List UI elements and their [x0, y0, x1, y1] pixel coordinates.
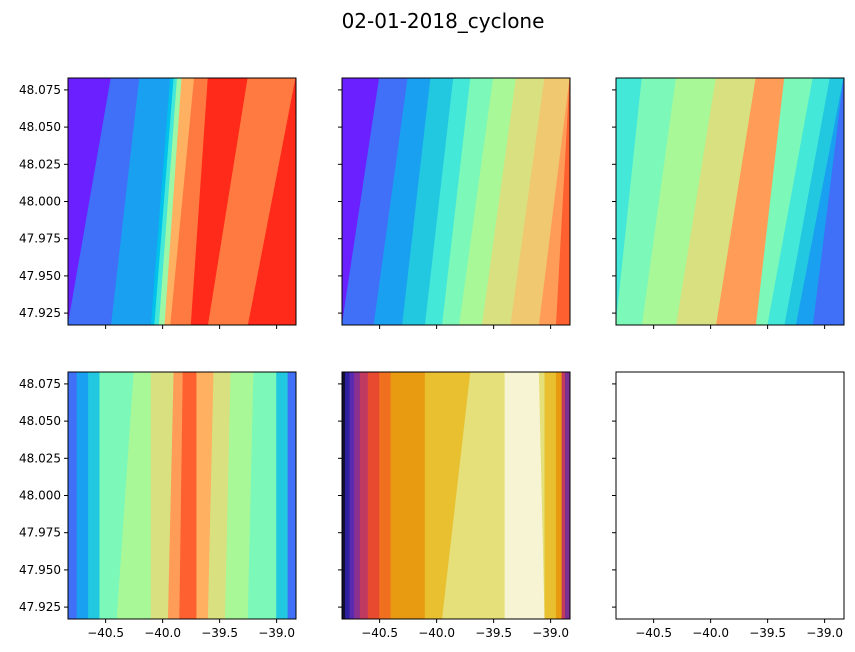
contour-band — [402, 78, 455, 325]
y-tick-label: 48.025 — [19, 157, 61, 171]
contour-band — [150, 372, 175, 619]
contour-band — [342, 78, 409, 325]
contour-band — [565, 372, 570, 619]
x-tick-label: −40.5 — [87, 626, 124, 640]
y-tick-label: 47.925 — [19, 600, 61, 614]
x-tick-label: −39.5 — [201, 626, 238, 640]
contour-band — [424, 372, 472, 619]
x-tick-label: −39.5 — [475, 626, 512, 640]
contour-band — [555, 78, 570, 325]
contour-band — [68, 78, 141, 325]
contour-band — [755, 78, 814, 325]
contour-band — [373, 78, 432, 325]
contour-fill — [342, 372, 570, 619]
contour-band — [76, 372, 89, 619]
y-tick-label: 48.075 — [19, 83, 61, 97]
contour-band — [379, 372, 392, 619]
x-tick-label: −40.0 — [418, 626, 455, 640]
y-tick-label: 47.975 — [19, 526, 61, 540]
contour-band — [68, 372, 78, 619]
y-tick-label: 48.000 — [19, 489, 61, 503]
contour-band — [481, 78, 546, 325]
y-tick-label: 48.000 — [19, 195, 61, 209]
x-tick-label: −40.5 — [635, 626, 672, 640]
y-tick-label: 48.025 — [19, 451, 61, 465]
contour-fill — [68, 372, 296, 619]
x-tick-label: −39.5 — [749, 626, 786, 640]
y-tick-label: 48.050 — [19, 120, 61, 134]
chart-title: 02-01-2018_cyclone — [342, 9, 545, 33]
subplot-r2c1: −40.5 −40.0 −39.5 −39.0 47.925 47.950 47.975 48… — [19, 371, 297, 640]
contour-band — [641, 78, 717, 325]
contour-band — [154, 78, 178, 325]
contour-band — [424, 78, 472, 325]
y-tick-label: 47.950 — [19, 269, 61, 283]
y-tick-label: 47.925 — [19, 306, 61, 320]
contour-band — [349, 372, 355, 619]
subplot-grid: 47.925 47.950 47.975 48.000 48.025 48.050 48.0… — [19, 77, 845, 640]
contour-band — [207, 372, 232, 619]
plot-area — [616, 372, 844, 619]
subplot-r2c2: −40.5 −40.0 −39.5 −39.0 — [338, 371, 571, 640]
contour-band — [716, 78, 786, 325]
contour-band — [442, 372, 506, 619]
contour-band — [354, 372, 361, 619]
contour-band — [247, 372, 278, 619]
x-tick-label: −40.5 — [361, 626, 398, 640]
contour-band — [170, 78, 209, 325]
contour-band — [510, 78, 570, 325]
x-tick-label: −39.0 — [532, 626, 569, 640]
contour-band — [459, 78, 517, 325]
y-tick-label: 48.050 — [19, 414, 61, 428]
contour-band — [207, 78, 296, 325]
y-tick-label: 47.950 — [19, 563, 61, 577]
contour-band — [345, 372, 351, 619]
x-tick-label: −40.0 — [144, 626, 181, 640]
contour-band — [167, 372, 184, 619]
x-tick-label: −39.0 — [806, 626, 843, 640]
y-tick-label: 48.075 — [19, 377, 61, 391]
x-tick-label: −39.0 — [258, 626, 295, 640]
subplot-r1c3 — [612, 77, 845, 329]
y-tick-label: 47.975 — [19, 232, 61, 246]
contour-band — [767, 78, 831, 325]
subplot-r1c2 — [338, 77, 571, 329]
contour-band — [224, 372, 255, 619]
contour-band — [88, 372, 101, 619]
contour-band — [676, 78, 757, 325]
contour-band — [150, 78, 175, 325]
contour-fill — [68, 78, 296, 325]
contour-band — [442, 78, 494, 325]
contour-band — [555, 372, 563, 619]
contour-fill — [342, 78, 570, 325]
contour-band — [116, 372, 152, 619]
subplot-r2c3: −40.5 −40.0 −39.5 −39.0 — [612, 371, 845, 640]
contour-band — [390, 372, 426, 619]
contour-band — [359, 372, 369, 619]
x-tick-label: −40.0 — [692, 626, 729, 640]
contour-band — [158, 78, 183, 325]
contour-band — [287, 372, 296, 619]
contour-band — [784, 78, 844, 325]
contour-band — [367, 372, 381, 619]
contour-band — [616, 78, 677, 325]
contour-band — [179, 372, 198, 619]
contour-fill — [616, 78, 844, 325]
contour-band — [164, 78, 195, 325]
contour-band — [276, 372, 289, 619]
contour-band — [504, 372, 546, 619]
subplot-r1c1: 47.925 47.950 47.975 48.000 48.025 48.050 48.0… — [19, 77, 297, 329]
contour-band — [342, 372, 346, 619]
contour-band — [190, 78, 249, 325]
contour-band — [99, 372, 135, 619]
contour-band — [247, 78, 296, 325]
contour-band — [812, 78, 844, 325]
contour-band — [561, 372, 566, 619]
contour-band — [544, 372, 557, 619]
